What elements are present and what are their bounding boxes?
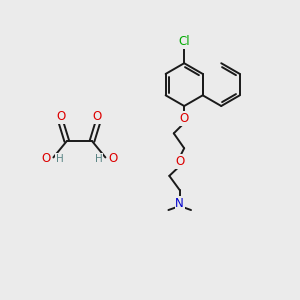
Text: H: H [56,154,64,164]
Text: O: O [93,110,102,123]
Text: N: N [175,197,184,210]
Text: O: O [180,112,189,125]
Text: O: O [57,110,66,123]
Text: O: O [175,155,184,168]
Text: Cl: Cl [178,35,190,48]
Text: O: O [108,152,118,165]
Text: O: O [41,152,51,165]
Text: H: H [95,154,103,164]
